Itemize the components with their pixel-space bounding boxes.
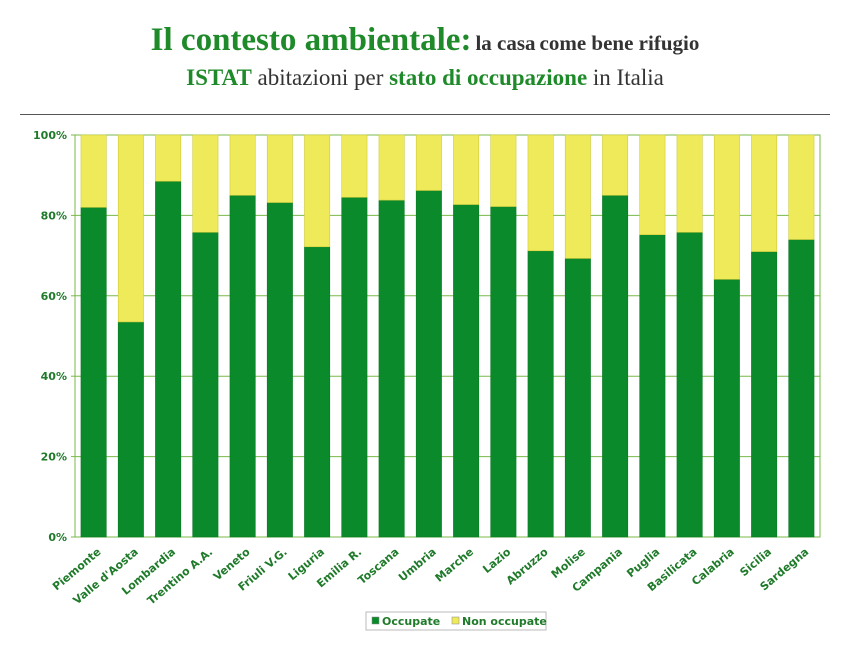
bar-non-occupate — [304, 134, 331, 248]
x-tick-label: Marche — [433, 545, 476, 584]
bar-occupate — [192, 231, 219, 538]
title-sub-1: la casa — [475, 31, 536, 55]
x-tick-label: Valle d'Aosta — [71, 545, 141, 607]
bar-non-occupate — [751, 134, 778, 252]
bar-occupate — [527, 250, 554, 538]
bar-occupate — [117, 321, 144, 538]
bar-occupate — [453, 204, 480, 538]
plot-area — [74, 134, 821, 538]
legend-label-occupate: Occupate — [382, 615, 440, 628]
y-tick-label: 0% — [48, 531, 67, 544]
bar-non-occupate — [80, 134, 107, 208]
legend-swatch-occupate — [371, 616, 380, 625]
x-tick-label: Lazio — [480, 545, 513, 576]
bar-non-occupate — [453, 134, 480, 205]
bar-occupate — [602, 195, 629, 538]
bar-occupate — [676, 231, 703, 538]
bar-occupate — [304, 246, 331, 538]
bar-non-occupate — [415, 134, 442, 191]
bar-non-occupate — [639, 134, 666, 235]
subtitle-text-1: abitazioni per — [257, 65, 384, 90]
bar-occupate — [639, 234, 666, 538]
bar-occupate — [378, 199, 405, 538]
subtitle-text-2: in Italia — [592, 65, 664, 90]
title-sub-2: come bene rifugio — [539, 31, 700, 55]
x-tick-label: Abruzzo — [504, 545, 551, 587]
bar-non-occupate — [713, 134, 740, 280]
bar-occupate — [415, 190, 442, 538]
bar-non-occupate — [229, 134, 256, 196]
bar-non-occupate — [676, 134, 703, 233]
bar-non-occupate — [602, 134, 629, 196]
bar-occupate — [229, 195, 256, 538]
bar-occupate — [341, 197, 368, 538]
bar-non-occupate — [378, 134, 405, 201]
title-line-2: ISTAT abitazioni per stato di occupazion… — [0, 62, 850, 94]
legend-label-non-occupate: Non occupate — [462, 615, 547, 628]
bar-occupate — [80, 207, 107, 538]
bar-non-occupate — [117, 134, 144, 323]
bar-occupate — [564, 258, 591, 538]
bar-occupate — [788, 239, 815, 538]
x-tick-label: Trentino A.A. — [145, 545, 215, 607]
subtitle-istat: ISTAT — [186, 65, 252, 90]
title-block: Il contesto ambientale: la casa come ben… — [0, 18, 850, 94]
bar-occupate — [751, 251, 778, 538]
title-divider — [20, 114, 830, 115]
bar-occupate — [713, 279, 740, 538]
bar-non-occupate — [192, 134, 219, 233]
bar-non-occupate — [788, 134, 815, 240]
page-title: Il contesto ambientale: — [150, 22, 472, 58]
x-tick-label: Toscana — [355, 545, 401, 587]
y-tick-label: 80% — [41, 209, 67, 222]
y-tick-label: 20% — [41, 451, 67, 464]
subtitle-highlight: stato di occupazione — [389, 65, 588, 90]
y-tick-label: 40% — [41, 370, 67, 383]
bar-non-occupate — [490, 134, 517, 207]
legend-swatch-non-occupate — [451, 616, 460, 625]
y-tick-label: 100% — [33, 129, 67, 142]
legend: Occupate Non occupate — [365, 611, 547, 631]
x-tick-label: Umbria — [396, 545, 439, 584]
bar-occupate — [155, 180, 182, 538]
bar-non-occupate — [527, 134, 554, 252]
bar-non-occupate — [564, 134, 591, 259]
bar-non-occupate — [266, 134, 293, 203]
title-line-1: Il contesto ambientale: la casa come ben… — [0, 18, 850, 62]
y-tick-label: 60% — [41, 290, 67, 303]
bar-non-occupate — [341, 134, 368, 198]
bar-occupate — [266, 202, 293, 538]
bar-occupate — [490, 206, 517, 538]
bar-non-occupate — [155, 134, 182, 182]
